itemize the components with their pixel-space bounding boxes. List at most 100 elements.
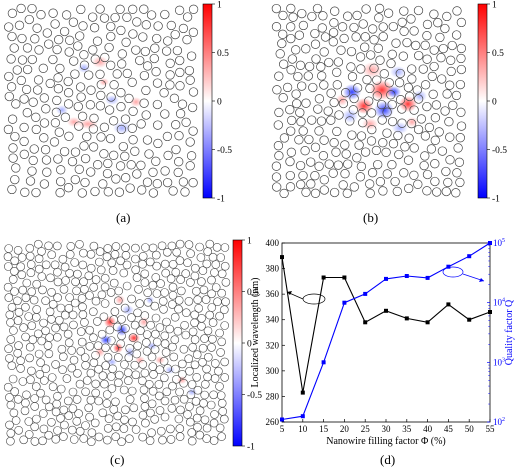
nanowire-circle (186, 51, 197, 61)
nanowire-circle (104, 42, 114, 53)
nanowire-circle (64, 411, 73, 421)
x-tick-label: 55 (486, 424, 496, 434)
nanowire-circle (388, 139, 399, 149)
nanowire-circle (18, 285, 28, 295)
nanowire-circle (53, 277, 63, 287)
nanowire-circle (152, 179, 162, 189)
nanowire-circle (81, 387, 90, 397)
data-point-right (280, 417, 284, 422)
nanowire-circle (13, 246, 23, 255)
x-axis-label: Nanowire filling factor Φ (%) (326, 436, 446, 447)
nanowire-circle (278, 93, 288, 103)
nanowire-circle (274, 71, 284, 81)
nanowire-circle (368, 24, 378, 34)
nanowire-circle (54, 35, 64, 45)
nanowire-circle (192, 286, 201, 296)
nanowire-circle (41, 104, 51, 114)
nanowire-circle (44, 402, 54, 412)
nanowire-circle (24, 417, 34, 426)
nanowire-circle (49, 137, 60, 147)
nanowire-circle (162, 317, 171, 327)
nanowire-circle (274, 107, 284, 118)
nanowire-circle (57, 344, 67, 354)
nanowire-circle (121, 173, 131, 183)
nanowire-circle (50, 19, 60, 29)
nanowire-circle (81, 360, 90, 370)
nanowire-circle (111, 397, 120, 407)
colorbar-tick-label: 1 (217, 1, 222, 11)
nanowire-circle (73, 269, 82, 279)
nanowire-circle (3, 252, 13, 262)
nanowire-circle (64, 131, 74, 141)
nanowire-circle (25, 176, 36, 186)
y-left-tick-label: 280 (266, 391, 280, 401)
nanowire-circle (5, 393, 14, 402)
nanowire-circle (310, 188, 321, 198)
field-hotspot (362, 62, 382, 78)
nanowire-circle (24, 430, 34, 439)
nanowire-circle (27, 366, 36, 376)
nanowire-circle (85, 291, 94, 300)
nanowire-circle (311, 54, 321, 64)
nanowire-circle (117, 49, 127, 59)
nanowire-circle (162, 131, 173, 142)
nanowire-circle (418, 64, 428, 74)
nanowire-circle (21, 332, 30, 342)
nanowire-circle (161, 348, 171, 357)
nanowire-circle (196, 253, 206, 262)
nanowire-circle (298, 126, 308, 136)
data-point-right (446, 264, 451, 269)
nanowire-circle (278, 10, 288, 21)
nanowire-circle (22, 43, 33, 53)
nanowire-circle (205, 239, 215, 249)
x-tick-label: 20 (340, 424, 350, 434)
nanowire-circle (28, 97, 38, 107)
nanowire-circle (190, 360, 200, 370)
nanowire-circle (68, 387, 78, 397)
nanowire-circle (429, 61, 439, 72)
panel-label-d: (d) (380, 452, 396, 467)
field-hotspot (113, 343, 123, 353)
nanowire-circle (422, 54, 432, 64)
nanowire-circle (94, 396, 103, 406)
nanowire-circle (160, 259, 170, 269)
nanowire-circle (60, 112, 71, 122)
nanowire-circle (13, 394, 23, 404)
nanowire-circle (319, 135, 329, 145)
nanowire-circle (378, 22, 388, 32)
nanowire-circle (41, 155, 52, 165)
nanowire-circle (21, 302, 30, 312)
field-hotspot (116, 324, 128, 336)
x-tick-label: 40 (423, 424, 433, 434)
nanowire-circle (91, 388, 100, 398)
nanowire-circle (107, 336, 116, 345)
nanowire-circle (422, 101, 432, 112)
nanowire-circle (414, 50, 424, 61)
nanowire-circle (86, 368, 96, 378)
nanowire-circle (271, 22, 282, 32)
nanowire-circle (53, 84, 64, 94)
nanowire-circle (95, 69, 105, 79)
colorbar-gradient (477, 3, 488, 199)
nanowire-circle (399, 6, 409, 16)
nanowire-circle (184, 240, 194, 249)
nanowire-circle (29, 144, 39, 154)
nanowire-circle (451, 188, 461, 198)
nanowire-circle (4, 22, 14, 32)
data-point-right (467, 254, 472, 259)
nanowire-circle (374, 13, 384, 23)
nanowire-circle (70, 174, 80, 185)
colorbar-tick-label: -0.5 (247, 391, 262, 401)
nanowire-circle (7, 361, 17, 371)
nanowire-circle (6, 318, 15, 327)
nanowire-circle (90, 418, 100, 428)
nanowire-circle (5, 310, 15, 320)
nanowire-circle (317, 23, 327, 33)
nanowire-circle (220, 414, 229, 424)
nanowire-circle (39, 318, 48, 328)
nanowire-circle (77, 188, 87, 198)
nanowire-circle (388, 21, 398, 32)
nanowire-circle (152, 250, 161, 260)
nanowire-circle (455, 133, 465, 143)
nanowire-circle (94, 432, 104, 442)
